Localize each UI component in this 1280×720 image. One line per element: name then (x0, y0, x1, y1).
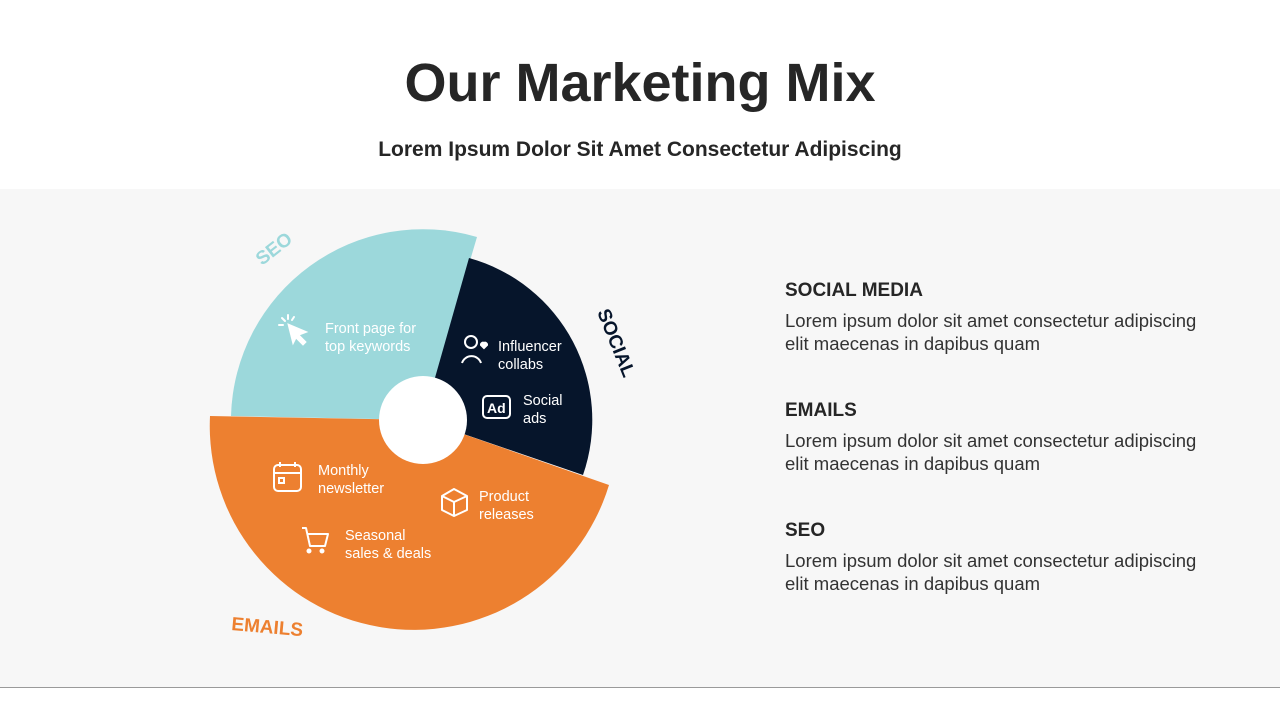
segment-label-seo: SEO (252, 229, 297, 270)
list-heading: EMAILS (785, 400, 857, 421)
item-seasonal-line1: Seasonal (345, 528, 405, 544)
item-influencer-line1: Influencer (498, 339, 562, 355)
list-item-seo: SEO Lorem ipsum dolor sit amet consectet… (785, 520, 1205, 595)
item-newsletter-line2: newsletter (318, 481, 384, 497)
calendar-icon (273, 462, 302, 492)
segment-seo (231, 229, 477, 420)
center-hole (379, 376, 467, 464)
list-text: Lorem ipsum dolor sit amet consectetur a… (785, 430, 1197, 474)
segment-label-social: SOCIAL (592, 306, 639, 381)
item-product-line1: Product (479, 489, 529, 505)
segment-label-emails: EMAILS (231, 614, 304, 641)
page-subtitle: Lorem Ipsum Dolor Sit Amet Consectetur A… (378, 138, 902, 161)
item-social-ads-line2: ads (523, 411, 546, 427)
user-heart-icon (461, 335, 488, 364)
svg-text:Ad: Ad (487, 400, 506, 416)
list-text: Lorem ipsum dolor sit amet consectetur a… (785, 310, 1197, 354)
segment-emails (209, 416, 610, 630)
list-item-emails: EMAILS Lorem ipsum dolor sit amet consec… (785, 400, 1205, 475)
item-influencer-line2: collabs (498, 357, 543, 373)
list-item-social-media: SOCIAL MEDIA Lorem ipsum dolor sit amet … (785, 280, 1205, 355)
page-title: Our Marketing Mix (404, 53, 876, 113)
item-product-line2: releases (479, 507, 534, 523)
ad-icon: Ad (482, 395, 511, 419)
item-newsletter-line1: Monthly (318, 463, 370, 479)
list-heading: SEO (785, 520, 826, 541)
cursor-click-icon (278, 314, 309, 346)
box-icon (441, 488, 468, 517)
item-front-page-line1: Front page for (325, 321, 416, 337)
item-seasonal-line2: sales & deals (345, 546, 431, 562)
item-social-ads-line1: Social (523, 393, 563, 409)
cart-icon (302, 527, 329, 554)
item-front-page-line2: top keywords (325, 339, 410, 355)
list-text: Lorem ipsum dolor sit amet consectetur a… (785, 550, 1197, 594)
list-heading: SOCIAL MEDIA (785, 280, 923, 301)
